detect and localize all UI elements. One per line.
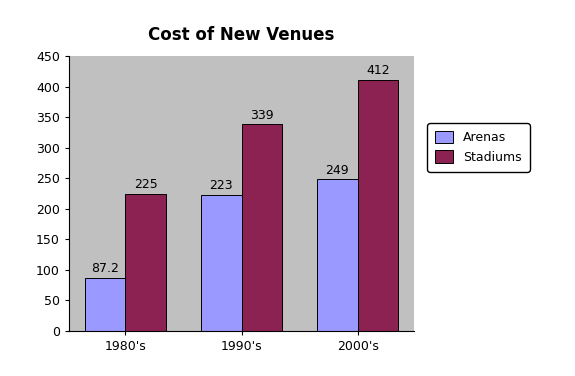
Bar — [317, 179, 358, 331]
Text: 249: 249 — [325, 164, 349, 177]
Bar — [125, 194, 166, 331]
Text: Cost of New Venues: Cost of New Venues — [148, 26, 335, 44]
Text: 223: 223 — [209, 179, 233, 193]
Text: 87.2: 87.2 — [91, 262, 119, 275]
Text: 225: 225 — [134, 178, 158, 191]
Bar — [358, 80, 398, 331]
Text: 412: 412 — [366, 64, 390, 77]
Bar — [242, 124, 282, 331]
Bar — [85, 278, 125, 331]
Bar — [201, 195, 242, 331]
Text: 339: 339 — [250, 109, 274, 122]
Legend: Arenas, Stadiums: Arenas, Stadiums — [427, 123, 530, 171]
